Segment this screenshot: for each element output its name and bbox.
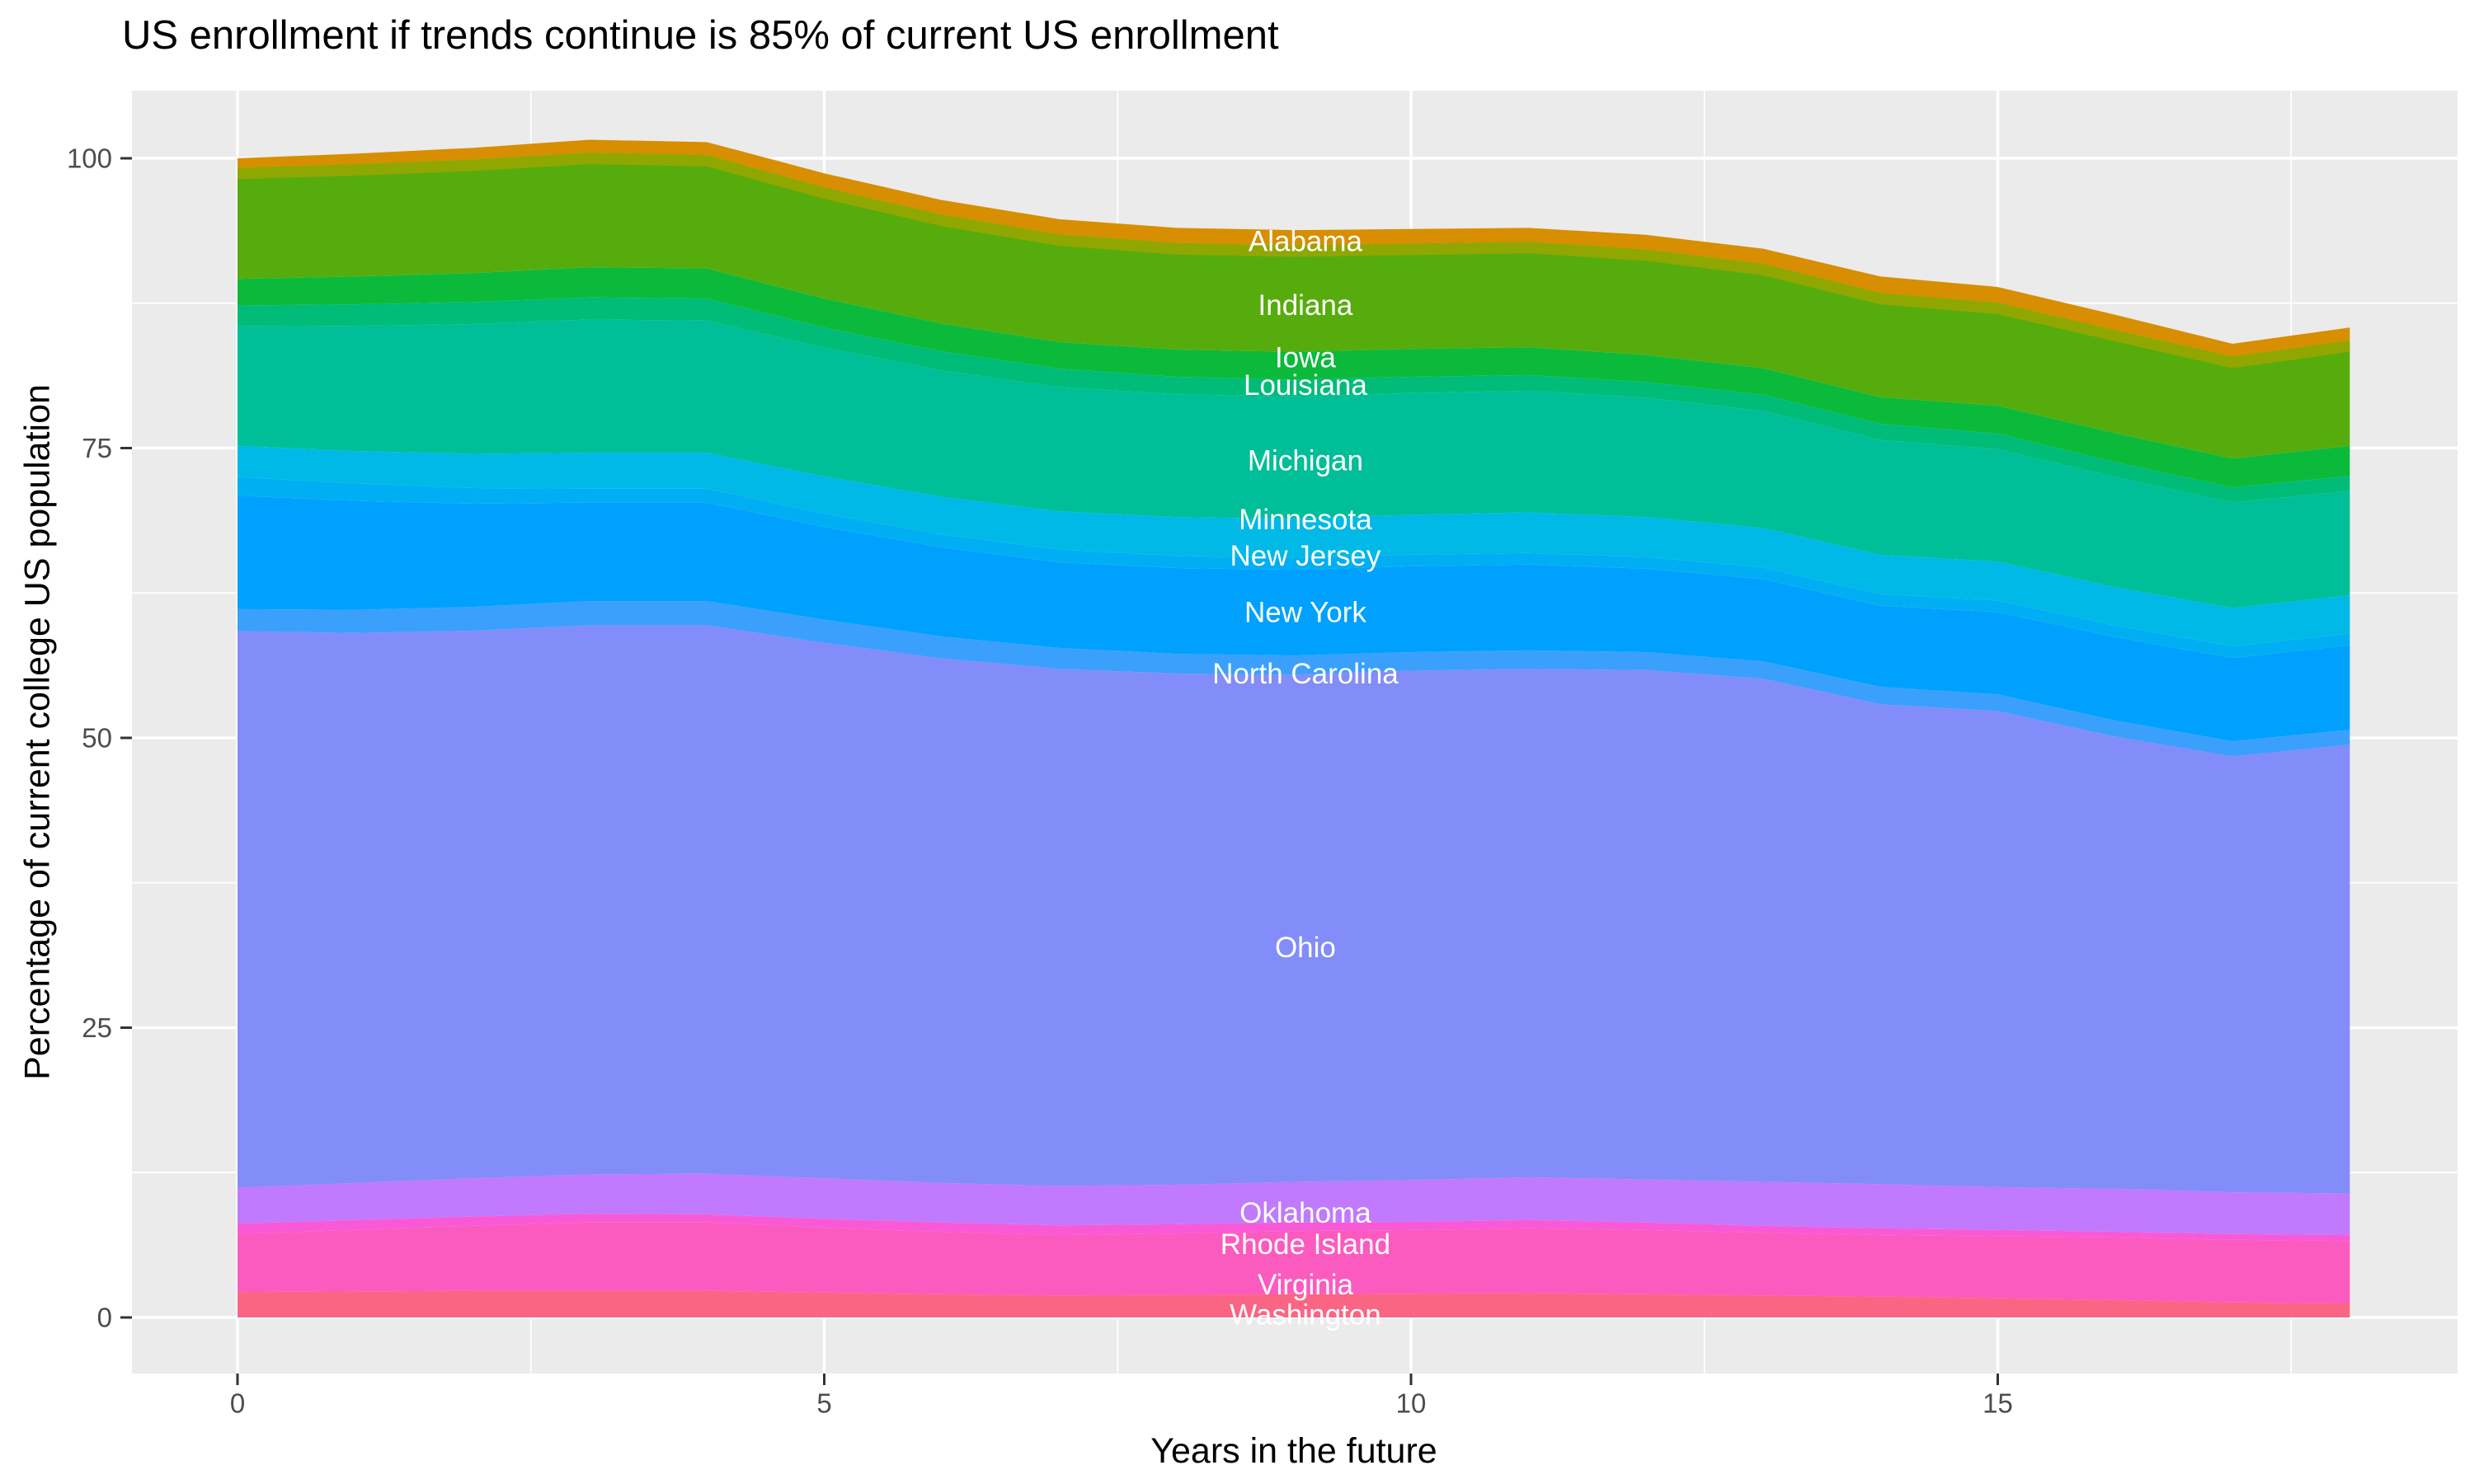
- band-minnesota: [238, 445, 2350, 646]
- state-label-oklahoma: Oklahoma: [1239, 1197, 1371, 1229]
- x-tick-label-0: 0: [230, 1388, 245, 1419]
- state-label-new-york: New York: [1244, 597, 1366, 629]
- y-tick-label-100: 100: [67, 143, 112, 174]
- chart-title: US enrollment if trends continue is 85% …: [122, 13, 1279, 58]
- band-washington: [238, 1290, 2350, 1317]
- state-label-north-carolina: North Carolina: [1212, 658, 1399, 690]
- state-label-minnesota: Minnesota: [1239, 504, 1372, 536]
- band-top-stripe-indiana: [238, 152, 2350, 369]
- band-indiana: [238, 152, 2350, 459]
- band-michigan: [238, 319, 2350, 608]
- state-label-louisiana: Louisiana: [1244, 369, 1367, 402]
- band-oklahoma: [238, 1173, 2350, 1236]
- y-tick-label-25: 25: [82, 1012, 112, 1043]
- y-tick-label-50: 50: [82, 723, 112, 754]
- state-label-new-jersey: New Jersey: [1230, 540, 1381, 572]
- x-tick-label-15: 15: [1982, 1388, 2013, 1419]
- band-louisiana: [238, 297, 2350, 503]
- x-tick-label-5: 5: [816, 1388, 831, 1419]
- band-alabama: [238, 139, 2350, 357]
- state-label-rhode-island: Rhode Island: [1221, 1228, 1390, 1261]
- state-label-washington: Washington: [1230, 1299, 1381, 1331]
- state-label-virginia: Virginia: [1258, 1269, 1354, 1301]
- area-bands: [238, 139, 2350, 1317]
- band-rhode-island: [238, 1214, 2350, 1242]
- band-north-carolina: [238, 601, 2350, 757]
- state-label-alabama: Alabama: [1249, 226, 1363, 258]
- band-new-york: [238, 495, 2350, 742]
- band-new-jersey: [238, 477, 2350, 658]
- band-ohio: [238, 625, 2350, 1194]
- state-label-ohio: Ohio: [1275, 932, 1336, 964]
- band-virginia: [238, 1222, 2350, 1304]
- axis-ticks: 0 25 50 75 100 0 5 10 15: [67, 143, 2013, 1419]
- x-tick-label-10: 10: [1396, 1388, 1427, 1419]
- y-tick-label-0: 0: [97, 1303, 112, 1333]
- band-iowa: [238, 267, 2350, 488]
- y-tick-label-75: 75: [82, 433, 112, 463]
- state-label-michigan: Michigan: [1248, 444, 1363, 477]
- state-label-indiana: Indiana: [1258, 289, 1353, 322]
- state-label-iowa: Iowa: [1275, 341, 1336, 373]
- x-axis-title: Years in the future: [1150, 1431, 1437, 1471]
